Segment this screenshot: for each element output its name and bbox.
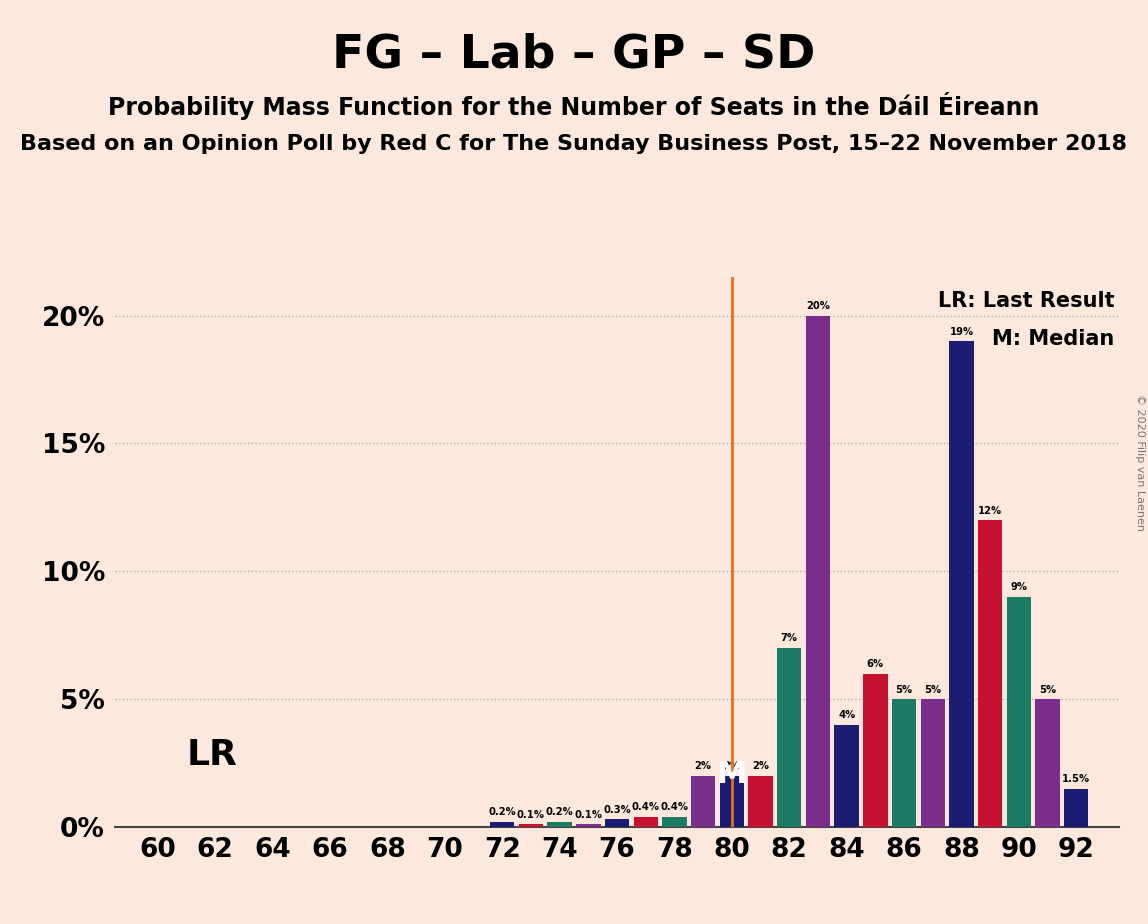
Text: 9%: 9%	[1010, 582, 1027, 592]
Bar	[921, 699, 945, 827]
Bar	[806, 316, 830, 827]
Bar	[748, 776, 773, 827]
Text: 0.2%: 0.2%	[545, 808, 574, 817]
Bar	[1035, 699, 1060, 827]
Bar	[720, 776, 744, 827]
Bar	[605, 820, 629, 827]
Text: 20%: 20%	[806, 301, 830, 311]
Bar	[548, 821, 572, 827]
Text: Based on an Opinion Poll by Red C for The Sunday Business Post, 15–22 November 2: Based on an Opinion Poll by Red C for Th…	[21, 134, 1127, 154]
Text: 5%: 5%	[924, 685, 941, 695]
Bar	[1007, 597, 1031, 827]
Bar	[691, 776, 715, 827]
Text: 4%: 4%	[838, 710, 855, 720]
Text: 2%: 2%	[695, 761, 712, 772]
Text: 6%: 6%	[867, 659, 884, 669]
Text: © 2020 Filip van Laenen: © 2020 Filip van Laenen	[1135, 394, 1145, 530]
Text: 19%: 19%	[949, 326, 974, 336]
Text: 7%: 7%	[781, 633, 798, 643]
Bar	[519, 824, 543, 827]
Text: 0.4%: 0.4%	[660, 802, 689, 812]
Text: M: Median: M: Median	[992, 330, 1115, 349]
Text: 0.1%: 0.1%	[574, 809, 603, 820]
Text: LR: LR	[186, 738, 238, 772]
Bar	[576, 824, 600, 827]
Bar	[978, 520, 1002, 827]
Bar	[490, 821, 514, 827]
Text: 2%: 2%	[752, 761, 769, 772]
Bar	[892, 699, 916, 827]
Text: 0.4%: 0.4%	[631, 802, 660, 812]
Text: 0.1%: 0.1%	[517, 809, 545, 820]
Text: LR: Last Result: LR: Last Result	[938, 291, 1115, 311]
Text: 5%: 5%	[1039, 685, 1056, 695]
Text: 0.3%: 0.3%	[603, 805, 631, 815]
Bar	[1064, 788, 1088, 827]
Bar	[662, 817, 687, 827]
Bar	[949, 341, 974, 827]
Text: 12%: 12%	[978, 505, 1002, 516]
Bar	[634, 817, 658, 827]
Text: 2%: 2%	[723, 761, 740, 772]
Text: Probability Mass Function for the Number of Seats in the Dáil Éireann: Probability Mass Function for the Number…	[108, 92, 1040, 120]
Bar	[777, 648, 801, 827]
Text: M: M	[716, 760, 747, 788]
Bar	[835, 724, 859, 827]
Text: FG – Lab – GP – SD: FG – Lab – GP – SD	[332, 32, 816, 78]
Text: 5%: 5%	[895, 685, 913, 695]
Bar	[863, 674, 887, 827]
Text: 1.5%: 1.5%	[1062, 774, 1091, 784]
Text: 0.2%: 0.2%	[488, 808, 517, 817]
